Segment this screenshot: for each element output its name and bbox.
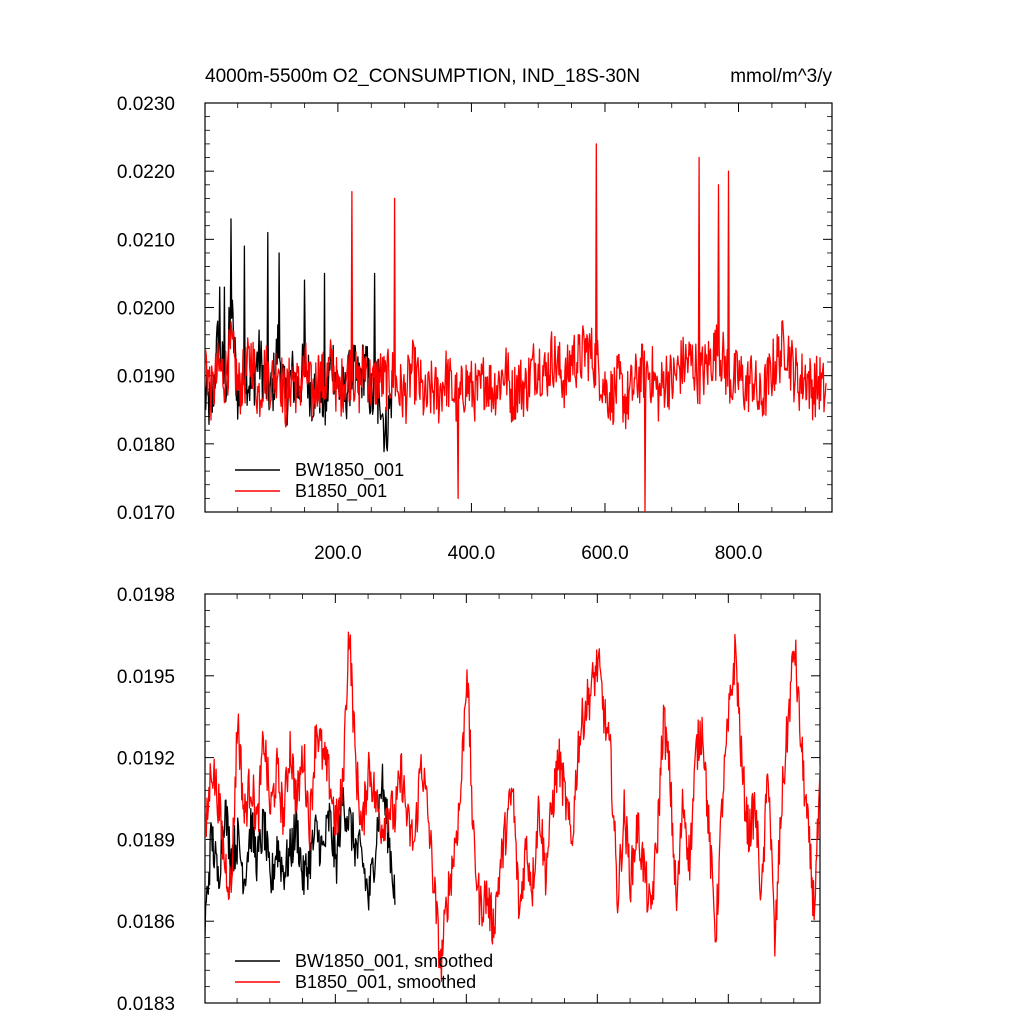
legend-label: BW1850_001 (295, 460, 404, 481)
bottom-panel: 0.0183 0.0186 0.0189 0.0192 0.0195 0.0198 BW18… (117, 585, 821, 1015)
y-tick-label: 0.0170 (117, 503, 175, 524)
y-tick-label: 0.0195 (117, 667, 175, 688)
top-panel: 4000m-5500m O2_CONSUMPTION, IND_18S-30N … (117, 66, 833, 564)
y-tick-label: 0.0200 (117, 299, 175, 320)
legend-label: BW1850_001, smoothed (295, 951, 493, 972)
series-line-b1850-001 (205, 143, 827, 512)
y-tick-label: 0.0210 (117, 230, 175, 251)
series-line-b1850-001-smoothed (205, 631, 820, 982)
y-tick-label: 0.0198 (117, 585, 175, 606)
legend-label: B1850_001, smoothed (295, 972, 476, 993)
plot-frame (204, 593, 821, 1004)
y-tick-label: 0.0183 (117, 994, 175, 1015)
y-tick-label: 0.0190 (117, 367, 175, 388)
y-tick-label: 0.0186 (117, 912, 175, 933)
x-tick-label: 800.0 (715, 543, 763, 564)
y-tick-label: 0.0189 (117, 830, 175, 851)
x-tick-label: 600.0 (581, 543, 629, 564)
y-tick-label: 0.0220 (117, 162, 175, 183)
y-tick-label: 0.0180 (117, 435, 175, 456)
plot-frame (204, 102, 833, 513)
x-tick-label: 200.0 (314, 543, 362, 564)
y-tick-label: 0.0230 (117, 94, 175, 115)
x-tick-label: 400.0 (448, 543, 496, 564)
series-line-bw1850-001-smoothed (205, 763, 396, 937)
y-tick-label: 0.0192 (117, 749, 175, 770)
chart-units: mmol/m^3/y (730, 66, 832, 87)
chart-title: 4000m-5500m O2_CONSUMPTION, IND_18S-30N (205, 66, 640, 87)
legend-label: B1850_001 (295, 481, 387, 502)
